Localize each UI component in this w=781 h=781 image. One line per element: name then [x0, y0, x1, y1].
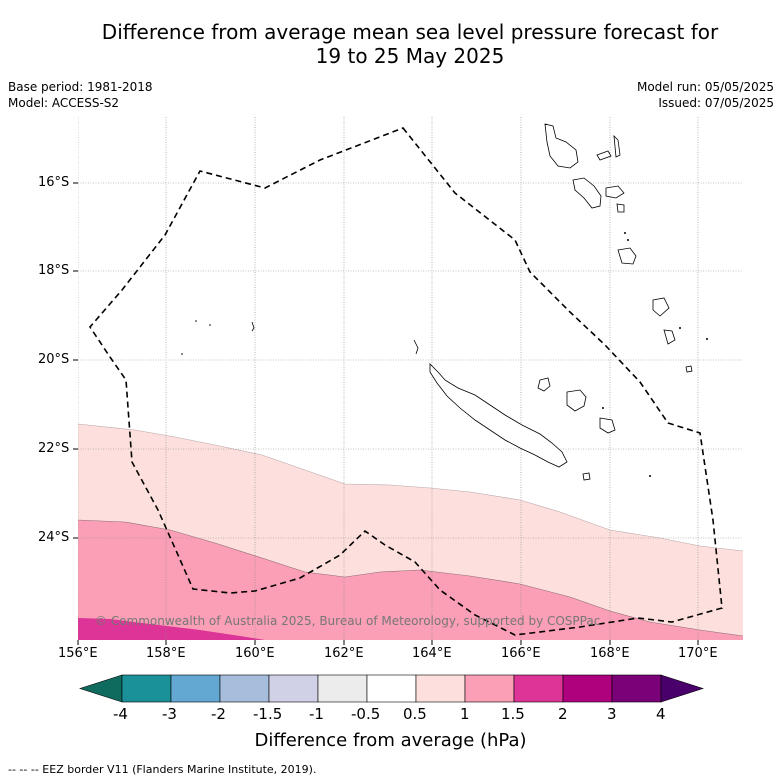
- model-run: Model run: 05/05/2025: [636, 80, 774, 94]
- base-period: Base period: 1981-2018: [8, 80, 153, 94]
- eez-border: [88, 127, 723, 636]
- axis-ticks: [73, 182, 699, 645]
- colorbar-bin: [170, 674, 221, 703]
- lat-label: 18°S: [38, 263, 70, 278]
- colorbar-tick-label: -3: [162, 705, 177, 723]
- reef-islet: [624, 232, 626, 234]
- vanuatu-pentecost: [605, 185, 625, 199]
- reef-islet: [602, 407, 604, 409]
- lon-label: 156°E: [58, 646, 98, 661]
- map-area: [78, 117, 743, 640]
- vanuatu-tanna: [663, 329, 676, 345]
- lat-label: 22°S: [38, 441, 70, 456]
- new-caledonia-island: [429, 363, 568, 468]
- gridlines: [78, 117, 743, 640]
- colorbar-tick-label: 2: [558, 705, 568, 723]
- isle-of-pines: [582, 472, 591, 481]
- loyalty-island-lifou: [599, 417, 616, 434]
- lon-label: 166°E: [501, 646, 541, 661]
- colorbar-bin: [219, 674, 270, 703]
- belep-islands: [413, 339, 419, 355]
- lat-label: 20°S: [38, 352, 70, 367]
- anomaly-band-1-1.5: [78, 520, 743, 640]
- lat-label: 16°S: [38, 175, 70, 190]
- map-title: Difference from average mean sea level p…: [0, 20, 781, 68]
- colorbar-extend-high: [660, 674, 704, 703]
- vanuatu-malakula: [572, 177, 602, 209]
- lon-label: 170°E: [678, 646, 718, 661]
- loyalty-island-ouvéa: [537, 377, 551, 392]
- loyalty-island-maré: [566, 389, 587, 412]
- colorbar-tick-label: 0.5: [403, 705, 427, 723]
- reef-islet: [181, 353, 183, 355]
- reef-islet: [649, 475, 651, 477]
- colorbar-tick-label: -2: [211, 705, 226, 723]
- reef-islet: [209, 324, 211, 326]
- vanuatu-epi: [616, 203, 625, 213]
- contour-line-0.5: [78, 423, 743, 552]
- lon-label: 168°E: [590, 646, 630, 661]
- vanuatu-maewo: [613, 134, 621, 158]
- colorbar-tick-label: -1: [309, 705, 324, 723]
- reef-islet: [679, 327, 681, 329]
- eez-legend-footer: -- -- -- EEZ border V11 (Flanders Marine…: [8, 763, 317, 776]
- lon-label: 164°E: [412, 646, 452, 661]
- colorbar-tick-label: 4: [656, 705, 666, 723]
- colorbar-bin: [611, 674, 662, 703]
- colorbar-extend-low: [79, 674, 123, 703]
- lon-label: 160°E: [235, 646, 275, 661]
- reef-islet: [195, 320, 197, 322]
- vanuatu-aneityum: [685, 365, 693, 373]
- colorbar: [79, 674, 704, 703]
- colorbar-bin: [121, 674, 172, 703]
- copyright-notice: © Commonwealth of Australia 2025, Bureau…: [95, 614, 601, 628]
- colorbar-title: Difference from average (hPa): [254, 730, 527, 751]
- contour-line-1: [78, 519, 743, 637]
- colorbar-bin: [464, 674, 515, 703]
- reef-islet: [706, 338, 708, 340]
- colorbar-bin: [268, 674, 319, 703]
- colorbar-bin: [415, 674, 466, 703]
- lat-label: 24°S: [38, 530, 70, 545]
- map-title-line1: Difference from average mean sea level p…: [101, 20, 719, 44]
- reef-islet: [627, 239, 629, 241]
- colorbar-tick-label: 1: [460, 705, 470, 723]
- colorbar-bin: [562, 674, 613, 703]
- colorbar-tick-label: -4: [113, 705, 128, 723]
- colorbar-bin: [366, 674, 417, 703]
- anomaly-band-1.5-2: [78, 618, 265, 640]
- lon-label: 162°E: [324, 646, 364, 661]
- issued-date: Issued: 07/05/2025: [658, 96, 774, 110]
- meta-left: Base period: 1981-2018 Model: ACCESS-S2: [8, 79, 153, 111]
- vanuatu-ambae: [596, 150, 612, 161]
- colorbar-bin: [317, 674, 368, 703]
- colorbar-tick-label: -0.5: [351, 705, 381, 723]
- model-name: Model: ACCESS-S2: [8, 96, 120, 110]
- colorbar-tick-label: 3: [607, 705, 617, 723]
- map-title-line2: 19 to 25 May 2025: [315, 44, 505, 68]
- vanuatu-espiritu-santo: [544, 123, 579, 169]
- colorbar-bin: [513, 674, 564, 703]
- colorbar-tick-label: 1.5: [501, 705, 525, 723]
- lon-label: 158°E: [146, 646, 186, 661]
- vanuatu-efate: [617, 247, 637, 265]
- vanuatu-erromango: [652, 297, 670, 317]
- colorbar-tick-label: -1.5: [253, 705, 283, 723]
- meta-right: Model run: 05/05/2025 Issued: 07/05/2025: [637, 79, 774, 111]
- chesterfield-islet: [251, 321, 255, 332]
